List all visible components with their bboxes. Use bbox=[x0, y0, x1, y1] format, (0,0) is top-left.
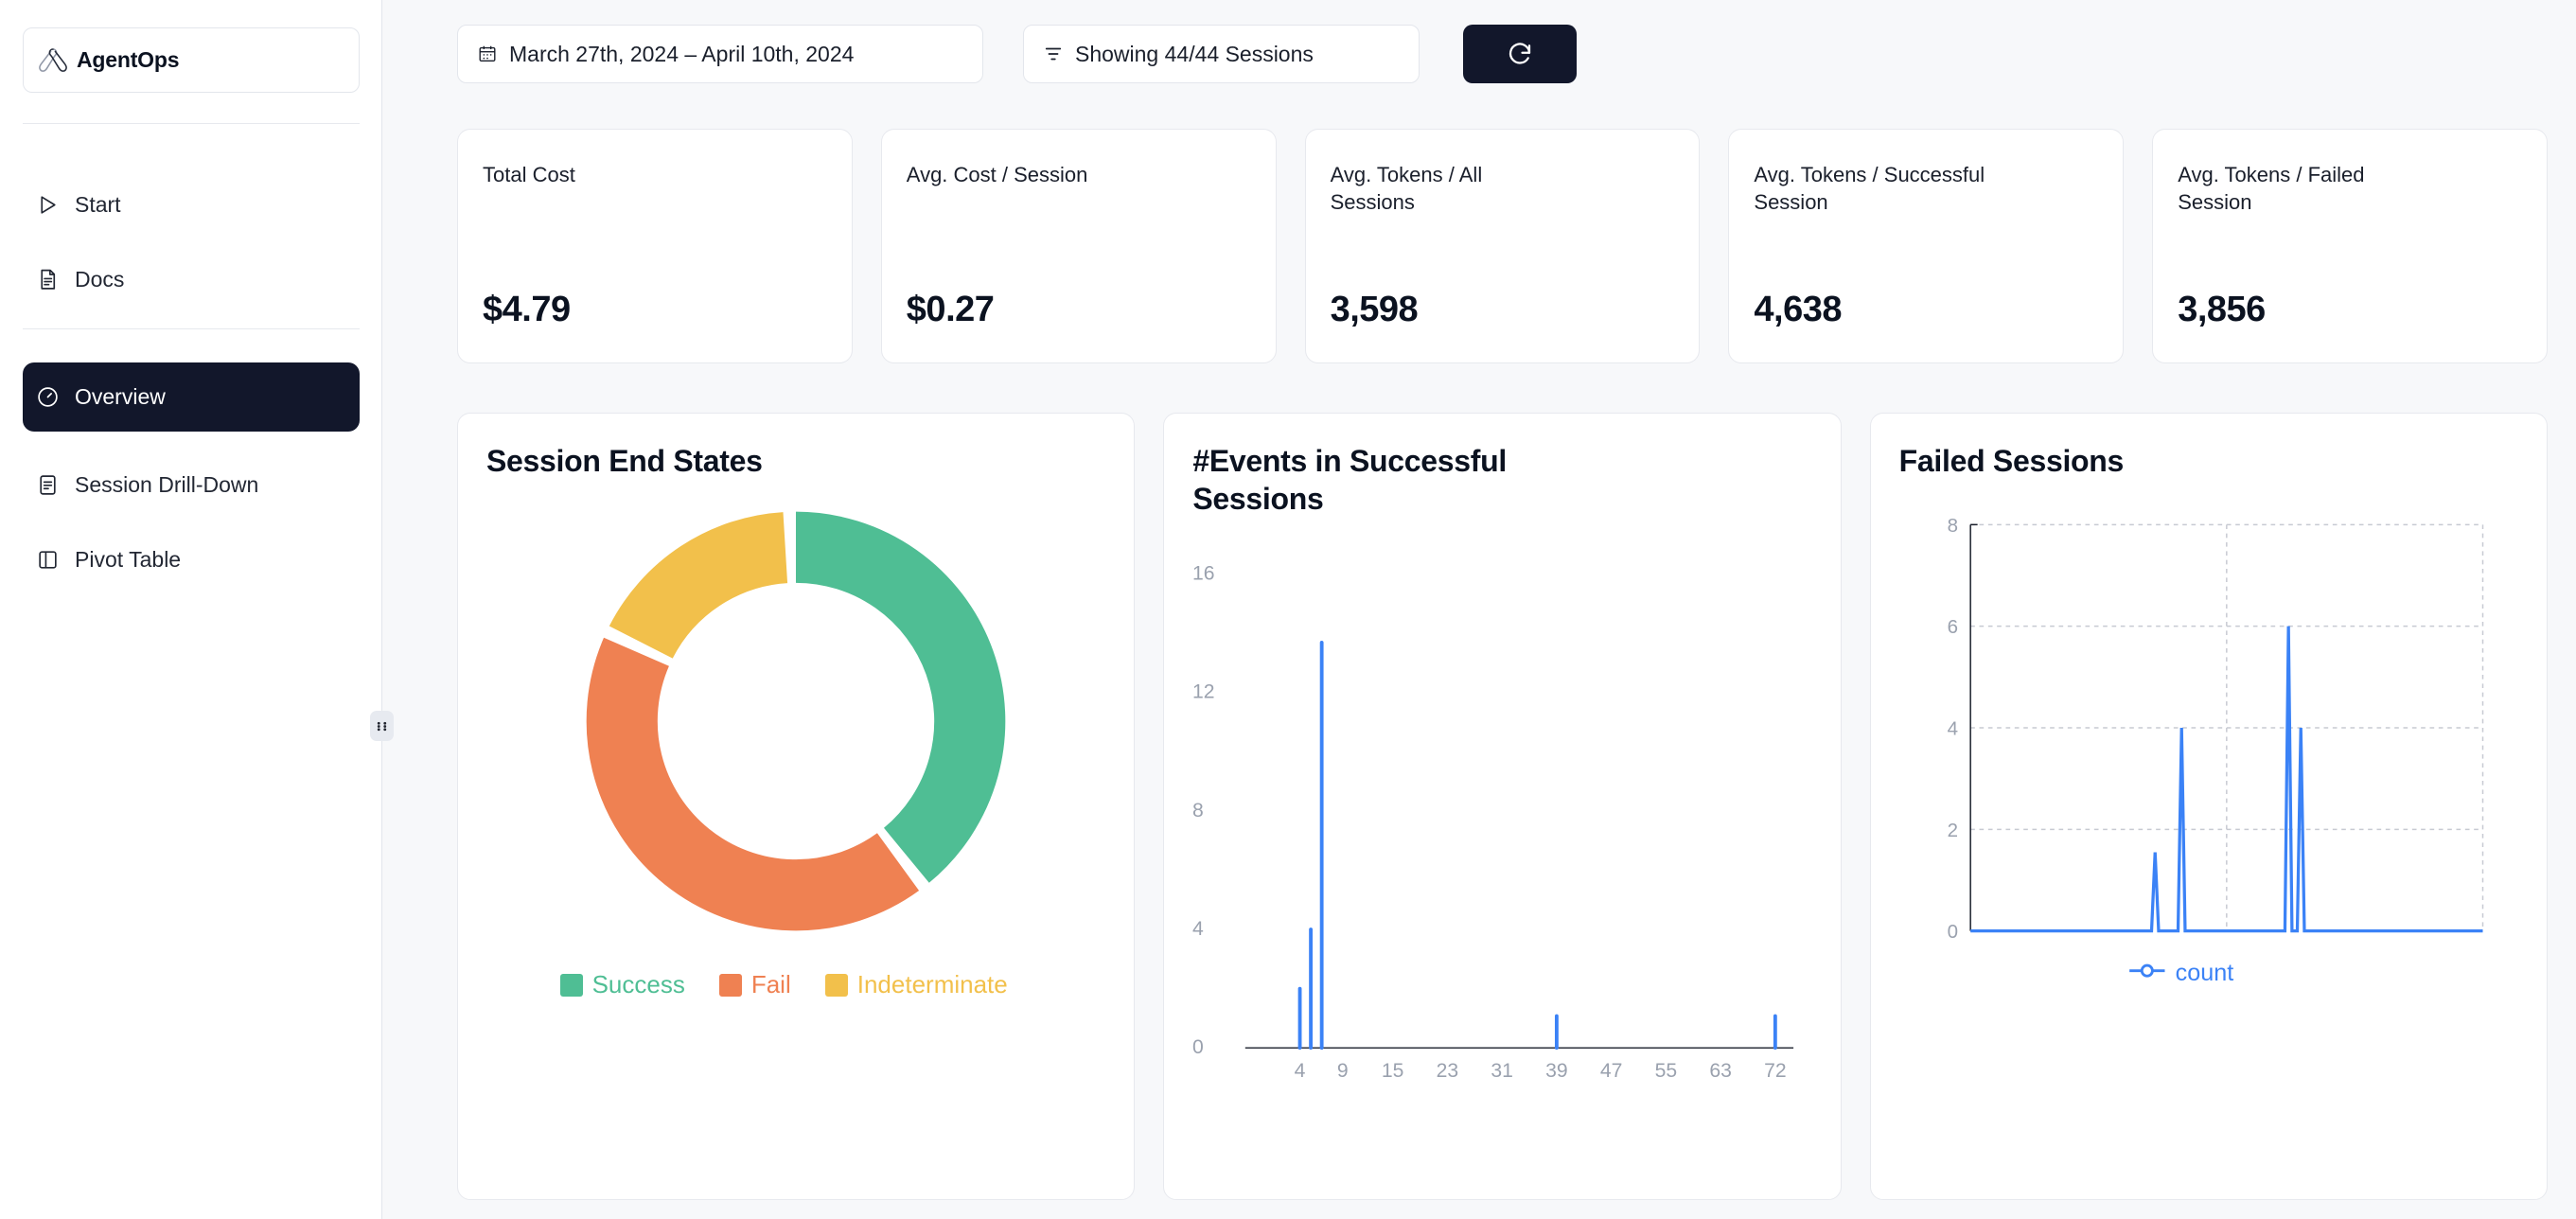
svg-text:0: 0 bbox=[1192, 1036, 1204, 1058]
svg-text:4: 4 bbox=[1295, 1060, 1306, 1082]
svg-text:39: 39 bbox=[1545, 1060, 1568, 1082]
svg-text:0: 0 bbox=[1947, 921, 1957, 943]
svg-text:count: count bbox=[2175, 960, 2233, 986]
svg-text:15: 15 bbox=[1382, 1060, 1404, 1082]
svg-text:2: 2 bbox=[1947, 820, 1957, 841]
svg-text:8: 8 bbox=[1192, 800, 1204, 822]
svg-text:31: 31 bbox=[1491, 1060, 1514, 1082]
svg-text:23: 23 bbox=[1437, 1060, 1459, 1082]
svg-text:63: 63 bbox=[1710, 1060, 1733, 1082]
svg-text:16: 16 bbox=[1192, 563, 1215, 585]
svg-text:6: 6 bbox=[1947, 616, 1957, 638]
svg-text:55: 55 bbox=[1655, 1060, 1678, 1082]
svg-text:72: 72 bbox=[1764, 1060, 1787, 1082]
svg-text:4: 4 bbox=[1192, 918, 1204, 940]
svg-text:8: 8 bbox=[1947, 515, 1957, 537]
svg-text:9: 9 bbox=[1337, 1060, 1349, 1082]
svg-text:12: 12 bbox=[1192, 681, 1215, 703]
svg-text:4: 4 bbox=[1947, 717, 1957, 739]
svg-text:47: 47 bbox=[1600, 1060, 1623, 1082]
